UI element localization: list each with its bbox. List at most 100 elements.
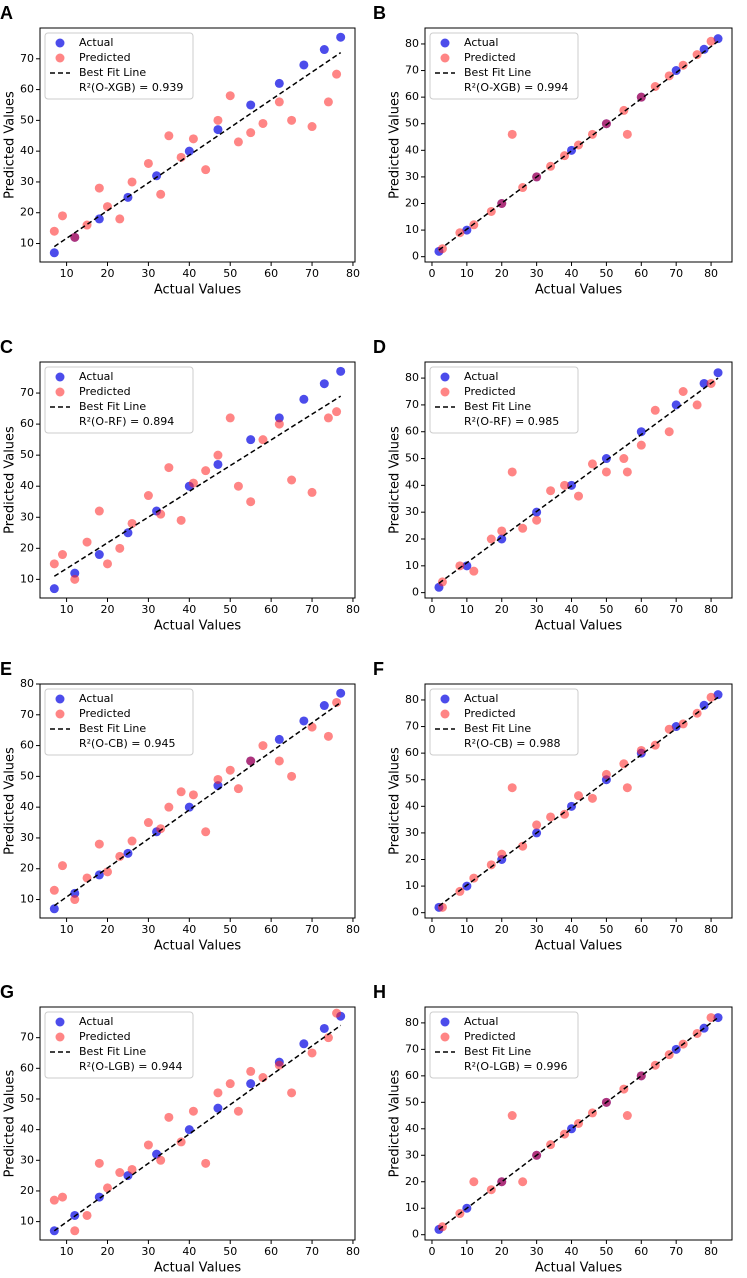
point	[127, 836, 137, 846]
legend-label: Best Fit Line	[464, 722, 531, 735]
y-tick-label: 60	[20, 83, 34, 96]
x-tick-label: 10	[460, 603, 474, 616]
axes-frame	[424, 683, 733, 919]
x-tick-label: 80	[704, 923, 718, 936]
x-tick-label: 70	[305, 923, 319, 936]
x-tick-label: 30	[141, 603, 155, 616]
legend-label: Best Fit Line	[79, 400, 146, 413]
legend-marker	[440, 38, 450, 48]
x-tick-label: 80	[346, 267, 360, 280]
point	[49, 885, 59, 895]
point	[706, 36, 716, 46]
x-tick-label: 40	[182, 923, 196, 936]
point	[650, 82, 660, 91]
x-tick-label: 0	[428, 267, 435, 280]
point	[70, 568, 80, 578]
annotation: R²(O-XGB) = 0.939	[79, 81, 183, 94]
point	[319, 45, 329, 55]
best-fit-line	[53, 1024, 342, 1232]
x-tick-label: 50	[223, 267, 237, 280]
legend-label: Predicted	[464, 51, 516, 64]
x-tick-label: 40	[565, 267, 579, 280]
x-tick-label: 40	[182, 1245, 196, 1258]
legend-box	[429, 366, 579, 434]
point	[103, 867, 112, 877]
point	[94, 1192, 104, 1202]
x-tick-label: 10	[460, 923, 474, 936]
legend-box	[44, 1011, 194, 1079]
point	[233, 1106, 243, 1116]
point	[636, 745, 646, 755]
x-tick-label: 20	[101, 923, 115, 936]
y-tick-label: 70	[20, 1031, 34, 1044]
point	[532, 820, 542, 830]
point	[213, 1088, 223, 1098]
panel-label: H	[373, 982, 386, 1002]
x-tick-label: 0	[428, 923, 435, 936]
x-tick-label: 60	[264, 923, 278, 936]
panel-label: F	[373, 659, 384, 679]
legend-label: Best Fit Line	[464, 400, 531, 413]
x-axis-label: Actual Values	[154, 619, 242, 634]
point	[574, 791, 583, 801]
x-tick-label: 60	[264, 267, 278, 280]
legend-label: Best Fit Line	[79, 722, 146, 735]
x-tick-label: 20	[495, 923, 509, 936]
point	[164, 463, 174, 473]
point	[560, 480, 570, 490]
y-tick-label: 50	[405, 773, 419, 786]
y-tick-label: 80	[405, 371, 419, 384]
y-tick-label: 80	[405, 1016, 419, 1029]
x-axis-label: Actual Values	[535, 939, 623, 954]
panel-label: B	[373, 3, 386, 23]
x-tick-label: 80	[346, 1245, 360, 1258]
y-axis-label: Predicted Values	[388, 747, 403, 855]
y-axis-label: Predicted Values	[3, 426, 18, 534]
axes-frame	[39, 683, 356, 919]
legend-marker	[55, 1032, 65, 1042]
y-tick-label: 30	[405, 505, 419, 518]
legend-box	[429, 1011, 579, 1079]
y-tick-label: 60	[405, 1069, 419, 1082]
y-tick-label: 50	[405, 117, 419, 130]
best-fit-line	[438, 696, 719, 907]
point	[307, 122, 317, 132]
x-tick-label: 70	[669, 267, 683, 280]
point	[213, 774, 223, 784]
point	[164, 1112, 174, 1122]
legend-marker	[440, 1032, 450, 1042]
x-tick-label: 70	[669, 603, 683, 616]
x-tick-label: 80	[704, 603, 718, 616]
axes-frame	[39, 361, 356, 599]
point	[103, 559, 112, 569]
panel-label: D	[373, 337, 386, 357]
y-tick-label: 50	[20, 113, 34, 126]
x-tick-label: 40	[565, 1245, 579, 1258]
y-tick-label: 10	[20, 893, 34, 906]
point	[94, 550, 104, 560]
x-tick-label: 50	[599, 267, 613, 280]
panel-label: A	[0, 3, 13, 23]
y-tick-label: 40	[405, 1122, 419, 1135]
y-tick-label: 30	[20, 510, 34, 523]
point	[201, 827, 211, 837]
x-tick-label: 20	[495, 1245, 509, 1258]
point	[70, 232, 80, 242]
point	[518, 1177, 528, 1187]
point	[299, 394, 309, 404]
annotation: R²(O-RF) = 0.985	[464, 415, 559, 428]
point	[507, 783, 517, 793]
point	[156, 189, 166, 199]
point	[319, 701, 329, 711]
axes-frame	[39, 27, 356, 263]
point	[636, 440, 646, 450]
legend-label: Actual	[79, 692, 113, 705]
y-tick-label: 0	[412, 586, 419, 599]
best-fit-line	[438, 377, 719, 584]
x-tick-label: 60	[634, 923, 648, 936]
y-tick-label: 40	[20, 479, 34, 492]
y-tick-label: 50	[20, 769, 34, 782]
point	[94, 839, 104, 849]
x-tick-label: 20	[495, 267, 509, 280]
